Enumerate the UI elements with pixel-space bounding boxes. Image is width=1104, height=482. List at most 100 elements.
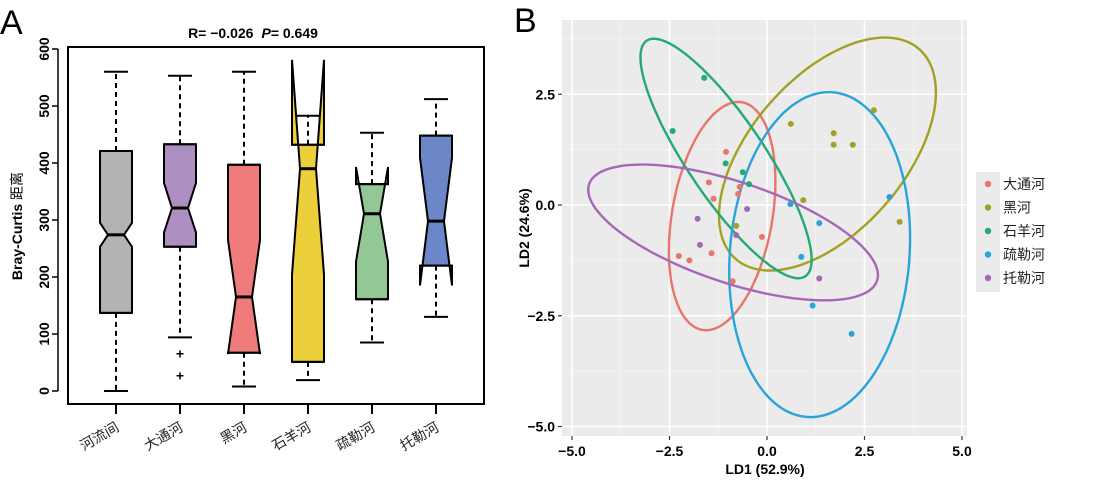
x-axis-a: 河流间 大通河 黑河 石羊河 疏勒河 托勒河: [78, 404, 442, 454]
panel-a-letter: A: [0, 4, 23, 42]
point-大通河: [675, 252, 682, 259]
x-tick-label: 疏勒河: [334, 420, 378, 455]
point-大通河: [729, 278, 736, 285]
point-托勒河: [744, 205, 751, 212]
point-托勒河: [694, 215, 701, 222]
chart-a-title: R= −0.026 P= 0.649: [188, 25, 318, 41]
plot-frame-a: [67, 46, 485, 405]
x-tick-label: 大通河: [142, 420, 186, 455]
x-tick-label: −5.0: [558, 443, 586, 459]
x-axis-title-b: LD1 (52.9%): [725, 461, 804, 477]
box-3: [227, 70, 261, 388]
legend-label: 大通河: [1003, 177, 1045, 193]
y-tick-label: 2.5: [536, 86, 556, 102]
point-托勒河: [816, 275, 823, 282]
y-axis-title-a: Bray-Curtis 距离: [9, 172, 26, 280]
y-tick-label: 500: [36, 94, 52, 118]
panel-a-boxplot: A R= −0.026 P= 0.649 0100200300400500600 …: [0, 4, 485, 454]
y-tick-label: −2.5: [527, 308, 555, 324]
point-黑河: [870, 107, 877, 114]
point-疏勒河: [798, 253, 805, 260]
y-tick-label: 400: [36, 151, 52, 175]
y-tick-label: 0: [36, 387, 52, 395]
point-黑河: [733, 222, 740, 229]
point-疏勒河: [886, 194, 893, 201]
x-tick-label: 石羊河: [270, 420, 314, 455]
point-石羊河: [746, 181, 753, 188]
x-tick-label: 托勒河: [398, 420, 442, 455]
notched-box: [355, 166, 389, 301]
y-tick-label: 300: [36, 208, 52, 232]
confidence-ellipses: [586, 36, 938, 419]
point-疏勒河: [816, 220, 823, 227]
notched-box: [99, 150, 133, 314]
y-tick-label: 100: [36, 322, 52, 346]
legend-key-大通河: [984, 180, 992, 188]
box-1: [99, 70, 133, 392]
point-大通河: [705, 179, 712, 186]
point-大通河: [710, 195, 717, 202]
y-tick-label: −5.0: [527, 419, 555, 435]
legend-key-石羊河: [984, 227, 992, 235]
point-疏勒河: [848, 330, 855, 337]
ellipse-石羊河: [639, 37, 813, 280]
point-黑河: [896, 218, 903, 225]
box-5: [355, 131, 389, 344]
x-tick-label: 5.0: [952, 443, 972, 459]
x-tick-label: 河流间: [78, 420, 122, 455]
legend-key-黑河: [984, 204, 992, 211]
point-石羊河: [701, 74, 708, 81]
point-大通河: [735, 190, 742, 197]
box-2: ++: [163, 74, 197, 384]
ellipse-托勒河: [586, 163, 880, 302]
legend-label: 疏勒河: [1003, 248, 1045, 264]
point-大通河: [723, 148, 730, 155]
outlier-point: +: [176, 368, 184, 384]
scatter-points: [669, 74, 903, 337]
x-tick-label: −2.5: [656, 443, 684, 459]
point-石羊河: [669, 128, 676, 135]
notched-box: [419, 134, 453, 286]
y-tick-label: 600: [36, 37, 52, 61]
y-axis-title-b: LD2 (24.6%): [516, 188, 532, 267]
y-tick-label: 200: [36, 265, 52, 289]
box-6: [419, 98, 453, 318]
point-托勒河: [733, 232, 740, 239]
legend-label: 托勒河: [1003, 271, 1045, 287]
x-tick-label: 2.5: [855, 443, 875, 459]
plot-background-b: [562, 20, 967, 436]
legend-key-托勒河: [984, 274, 992, 282]
y-title-cjk: 距离: [9, 172, 26, 200]
legend-label: 石羊河: [1003, 224, 1045, 240]
r-value: −0.026: [210, 25, 253, 41]
x-tick-label: 黑河: [218, 420, 250, 448]
r-label: R=: [188, 25, 210, 41]
point-大通河: [736, 183, 743, 190]
point-大通河: [708, 250, 715, 257]
axes-b: −5.0 −2.5 0.0 2.5 5.0 −5.0 −2.5 0.0 2.5: [527, 86, 972, 459]
point-黑河: [849, 141, 856, 148]
point-石羊河: [722, 160, 729, 167]
point-黑河: [787, 120, 794, 127]
gridlines: [562, 20, 967, 436]
box-4: [291, 59, 325, 382]
point-大通河: [686, 257, 693, 264]
y-axis-a: 0 100 200 300 400 500 600: [36, 37, 59, 395]
point-疏勒河: [787, 201, 794, 208]
point-黑河: [830, 141, 837, 148]
point-黑河: [830, 130, 837, 137]
p-label: P: [261, 25, 271, 41]
point-疏勒河: [809, 302, 816, 309]
x-tick-label: 0.0: [757, 443, 777, 459]
boxes: ++: [99, 59, 453, 392]
panel-b-scatter: B −5.0 −2.5 0.0 2.5 5.0 −5.0 −2.5 0.0 2.5 LD1 (5…: [514, 2, 1045, 477]
point-托勒河: [696, 241, 703, 248]
notched-box: [291, 59, 325, 363]
notched-box: [163, 143, 197, 248]
legend-label: 黑河: [1003, 201, 1031, 217]
ellipse-疏勒河: [727, 90, 912, 419]
notched-box: [227, 163, 261, 355]
p-value: = 0.649: [271, 25, 318, 41]
